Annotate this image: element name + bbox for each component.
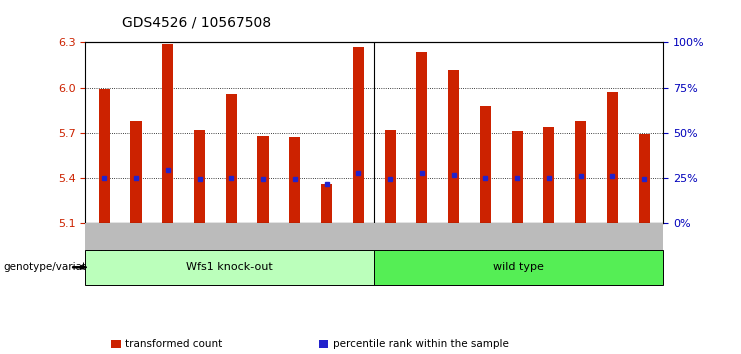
Text: wild type: wild type xyxy=(494,262,544,272)
Text: Wfs1 knock-out: Wfs1 knock-out xyxy=(186,262,273,272)
Bar xyxy=(162,44,173,223)
Bar xyxy=(353,47,364,223)
Bar xyxy=(130,121,142,223)
Bar xyxy=(575,121,586,223)
Text: percentile rank within the sample: percentile rank within the sample xyxy=(333,339,508,349)
Bar xyxy=(289,137,300,223)
Text: genotype/variation: genotype/variation xyxy=(4,262,103,272)
Bar xyxy=(416,51,428,223)
Bar xyxy=(639,134,650,223)
Bar xyxy=(99,89,110,223)
Bar xyxy=(194,130,205,223)
Bar xyxy=(480,105,491,223)
Bar xyxy=(226,93,237,223)
Bar xyxy=(511,131,522,223)
Bar xyxy=(607,92,618,223)
Bar xyxy=(321,184,332,223)
Bar xyxy=(385,130,396,223)
Bar xyxy=(543,127,554,223)
Text: GDS4526 / 10567508: GDS4526 / 10567508 xyxy=(122,16,271,30)
Bar xyxy=(448,69,459,223)
Bar xyxy=(258,136,268,223)
Text: transformed count: transformed count xyxy=(125,339,222,349)
